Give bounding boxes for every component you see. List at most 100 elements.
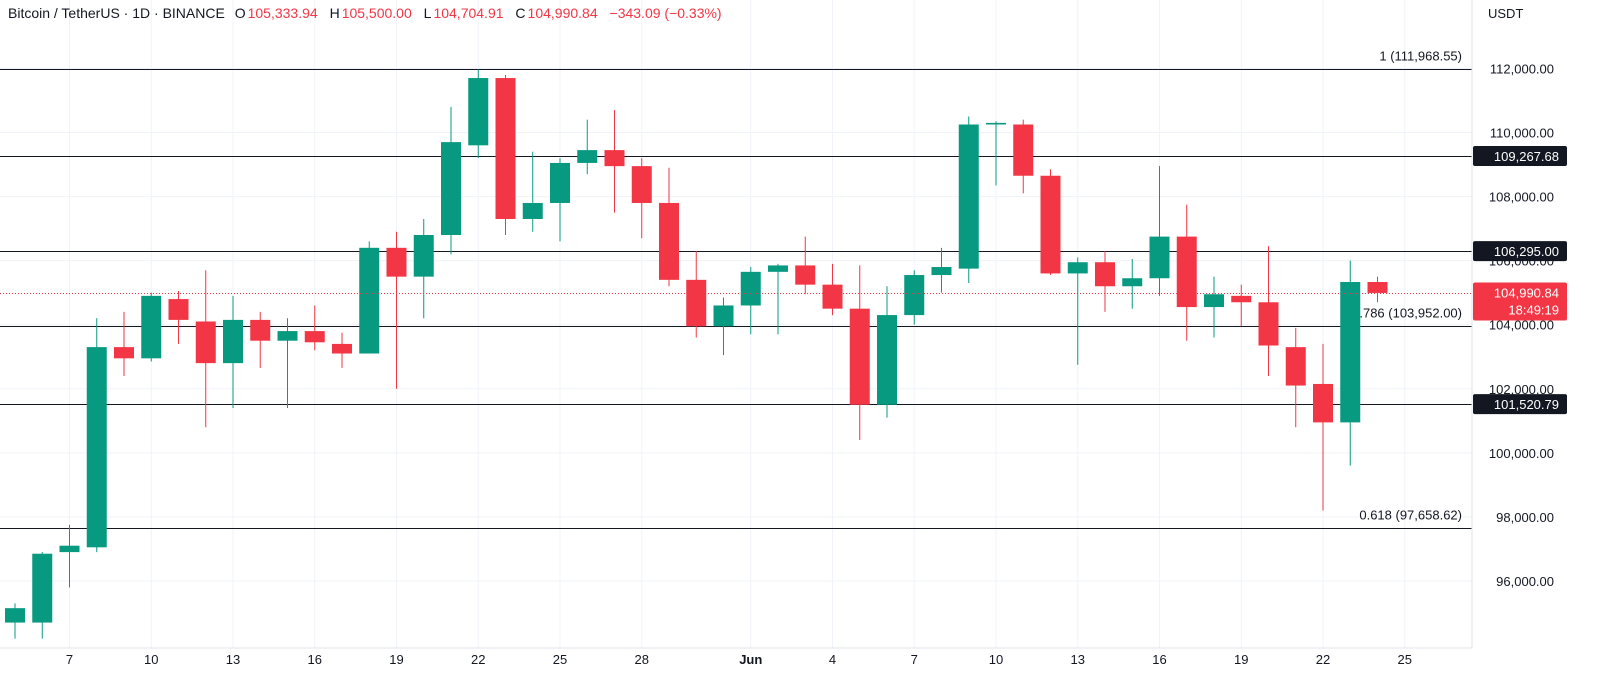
close-value: 104,990.84 [527, 5, 598, 21]
candle-body [32, 553, 53, 623]
candle-body [550, 162, 570, 203]
y-tick-label: 96,000.00 [1496, 574, 1554, 589]
candle [1122, 259, 1143, 309]
candle-body [1258, 302, 1279, 346]
candle [931, 247, 952, 293]
y-tick-label: 102,000.00 [1489, 382, 1554, 397]
candle-body [413, 235, 434, 277]
candle [550, 158, 570, 242]
candle [114, 311, 134, 376]
x-tick-label: 16 [1152, 652, 1166, 667]
x-tick-label: 28 [635, 652, 649, 667]
candle-body [250, 319, 271, 341]
candle [250, 311, 271, 368]
candle-body [768, 265, 788, 272]
candle [277, 318, 298, 408]
candle [223, 295, 243, 408]
last-price-tag [1473, 282, 1567, 321]
candle-body [332, 343, 352, 354]
candlestick-series [5, 69, 1388, 639]
candle [1176, 204, 1197, 341]
open-value: 105,333.94 [247, 5, 318, 21]
candle [1067, 257, 1088, 365]
candle-body [577, 150, 598, 163]
x-tick-label: 10 [144, 652, 158, 667]
candle-body [386, 247, 407, 277]
candle [522, 151, 543, 232]
x-tick-label: 19 [1234, 652, 1248, 667]
candle [1258, 246, 1279, 376]
candle [1204, 276, 1224, 338]
candle-body [849, 308, 870, 405]
symbol-title[interactable]: Bitcoin / TetherUS · 1D · BINANCE [8, 5, 225, 21]
candle-body [904, 275, 925, 316]
candle [849, 265, 870, 440]
candle-body [277, 331, 298, 341]
candle [795, 236, 816, 295]
candle-body [495, 78, 516, 219]
x-tick-label: 19 [389, 652, 403, 667]
candle [1340, 260, 1361, 466]
candle [495, 74, 516, 235]
candle [768, 263, 788, 335]
level-price-tag-text: 106,295.00 [1494, 244, 1559, 259]
last-price-countdown: 18:49:19 [1508, 303, 1559, 318]
low-label: L [423, 5, 432, 21]
y-tick-label: 112,000.00 [1490, 61, 1554, 76]
y-tick-label: 104,000.00 [1489, 318, 1554, 333]
candle-body [1067, 262, 1088, 274]
level-price-tag [1473, 145, 1567, 166]
candle-body [1176, 236, 1197, 308]
y-tick-label: 108,000.00 [1489, 190, 1554, 205]
candle-body [1122, 278, 1143, 287]
level-label: 1 (111,968.55) [1379, 49, 1462, 64]
candle [5, 603, 25, 639]
time-axis[interactable]: 7 10 13 16 19 22 25 28 Jun 4 7 10 13 16 19 22 25 [0, 647, 1472, 667]
x-tick-label: Jun [739, 652, 762, 667]
level-price-tag [1473, 241, 1567, 262]
x-tick-label: 10 [989, 652, 1003, 667]
candle [877, 286, 897, 418]
close-label: C [515, 5, 526, 21]
high-value: 105,500.00 [341, 5, 412, 21]
x-tick-label: 16 [308, 652, 322, 667]
candle [577, 119, 598, 175]
candle-body [1231, 295, 1252, 303]
x-tick-label: 7 [911, 652, 918, 667]
candle-body [713, 305, 734, 327]
candle [1040, 169, 1061, 276]
currency-unit[interactable]: USDT [1488, 6, 1524, 21]
candle [32, 552, 53, 639]
candle-body [1285, 347, 1306, 386]
symbol-legend: Bitcoin / TetherUS · 1D · BINANCE O 105,3… [8, 5, 730, 21]
candle-body [686, 279, 707, 327]
candle-body [359, 247, 380, 354]
candle [413, 218, 434, 319]
candle-body [1013, 124, 1034, 176]
candle [141, 292, 162, 362]
level-price-tag-text: 109,267.68 [1494, 149, 1559, 164]
candle-body [1204, 294, 1224, 308]
price-axis[interactable]: 96,000.00 98,000.00 100,000.00 102,000.00 10… [1471, 0, 1554, 648]
candle-body [1313, 383, 1333, 423]
candle-body [958, 124, 979, 269]
high-label: H [329, 5, 340, 21]
candle [1313, 343, 1333, 511]
change-value: −343.09 (−0.33%) [609, 5, 722, 21]
x-tick-label: 7 [66, 652, 73, 667]
candle-body [1149, 236, 1170, 279]
y-tick-label: 110,000.00 [1490, 126, 1554, 141]
candle [1013, 119, 1034, 194]
candle [986, 121, 1006, 186]
candle [332, 332, 352, 368]
level-price-tag-text: 101,520.79 [1494, 397, 1559, 412]
candle [386, 231, 407, 389]
candle-body [468, 78, 489, 146]
x-tick-label: 13 [1071, 652, 1085, 667]
level-label: 0.786 (103,952.00) [1352, 306, 1462, 321]
last-price-tag-value: 104,990.84 [1494, 286, 1559, 301]
candle [1231, 284, 1252, 327]
candle [468, 69, 489, 159]
candle [359, 241, 380, 354]
